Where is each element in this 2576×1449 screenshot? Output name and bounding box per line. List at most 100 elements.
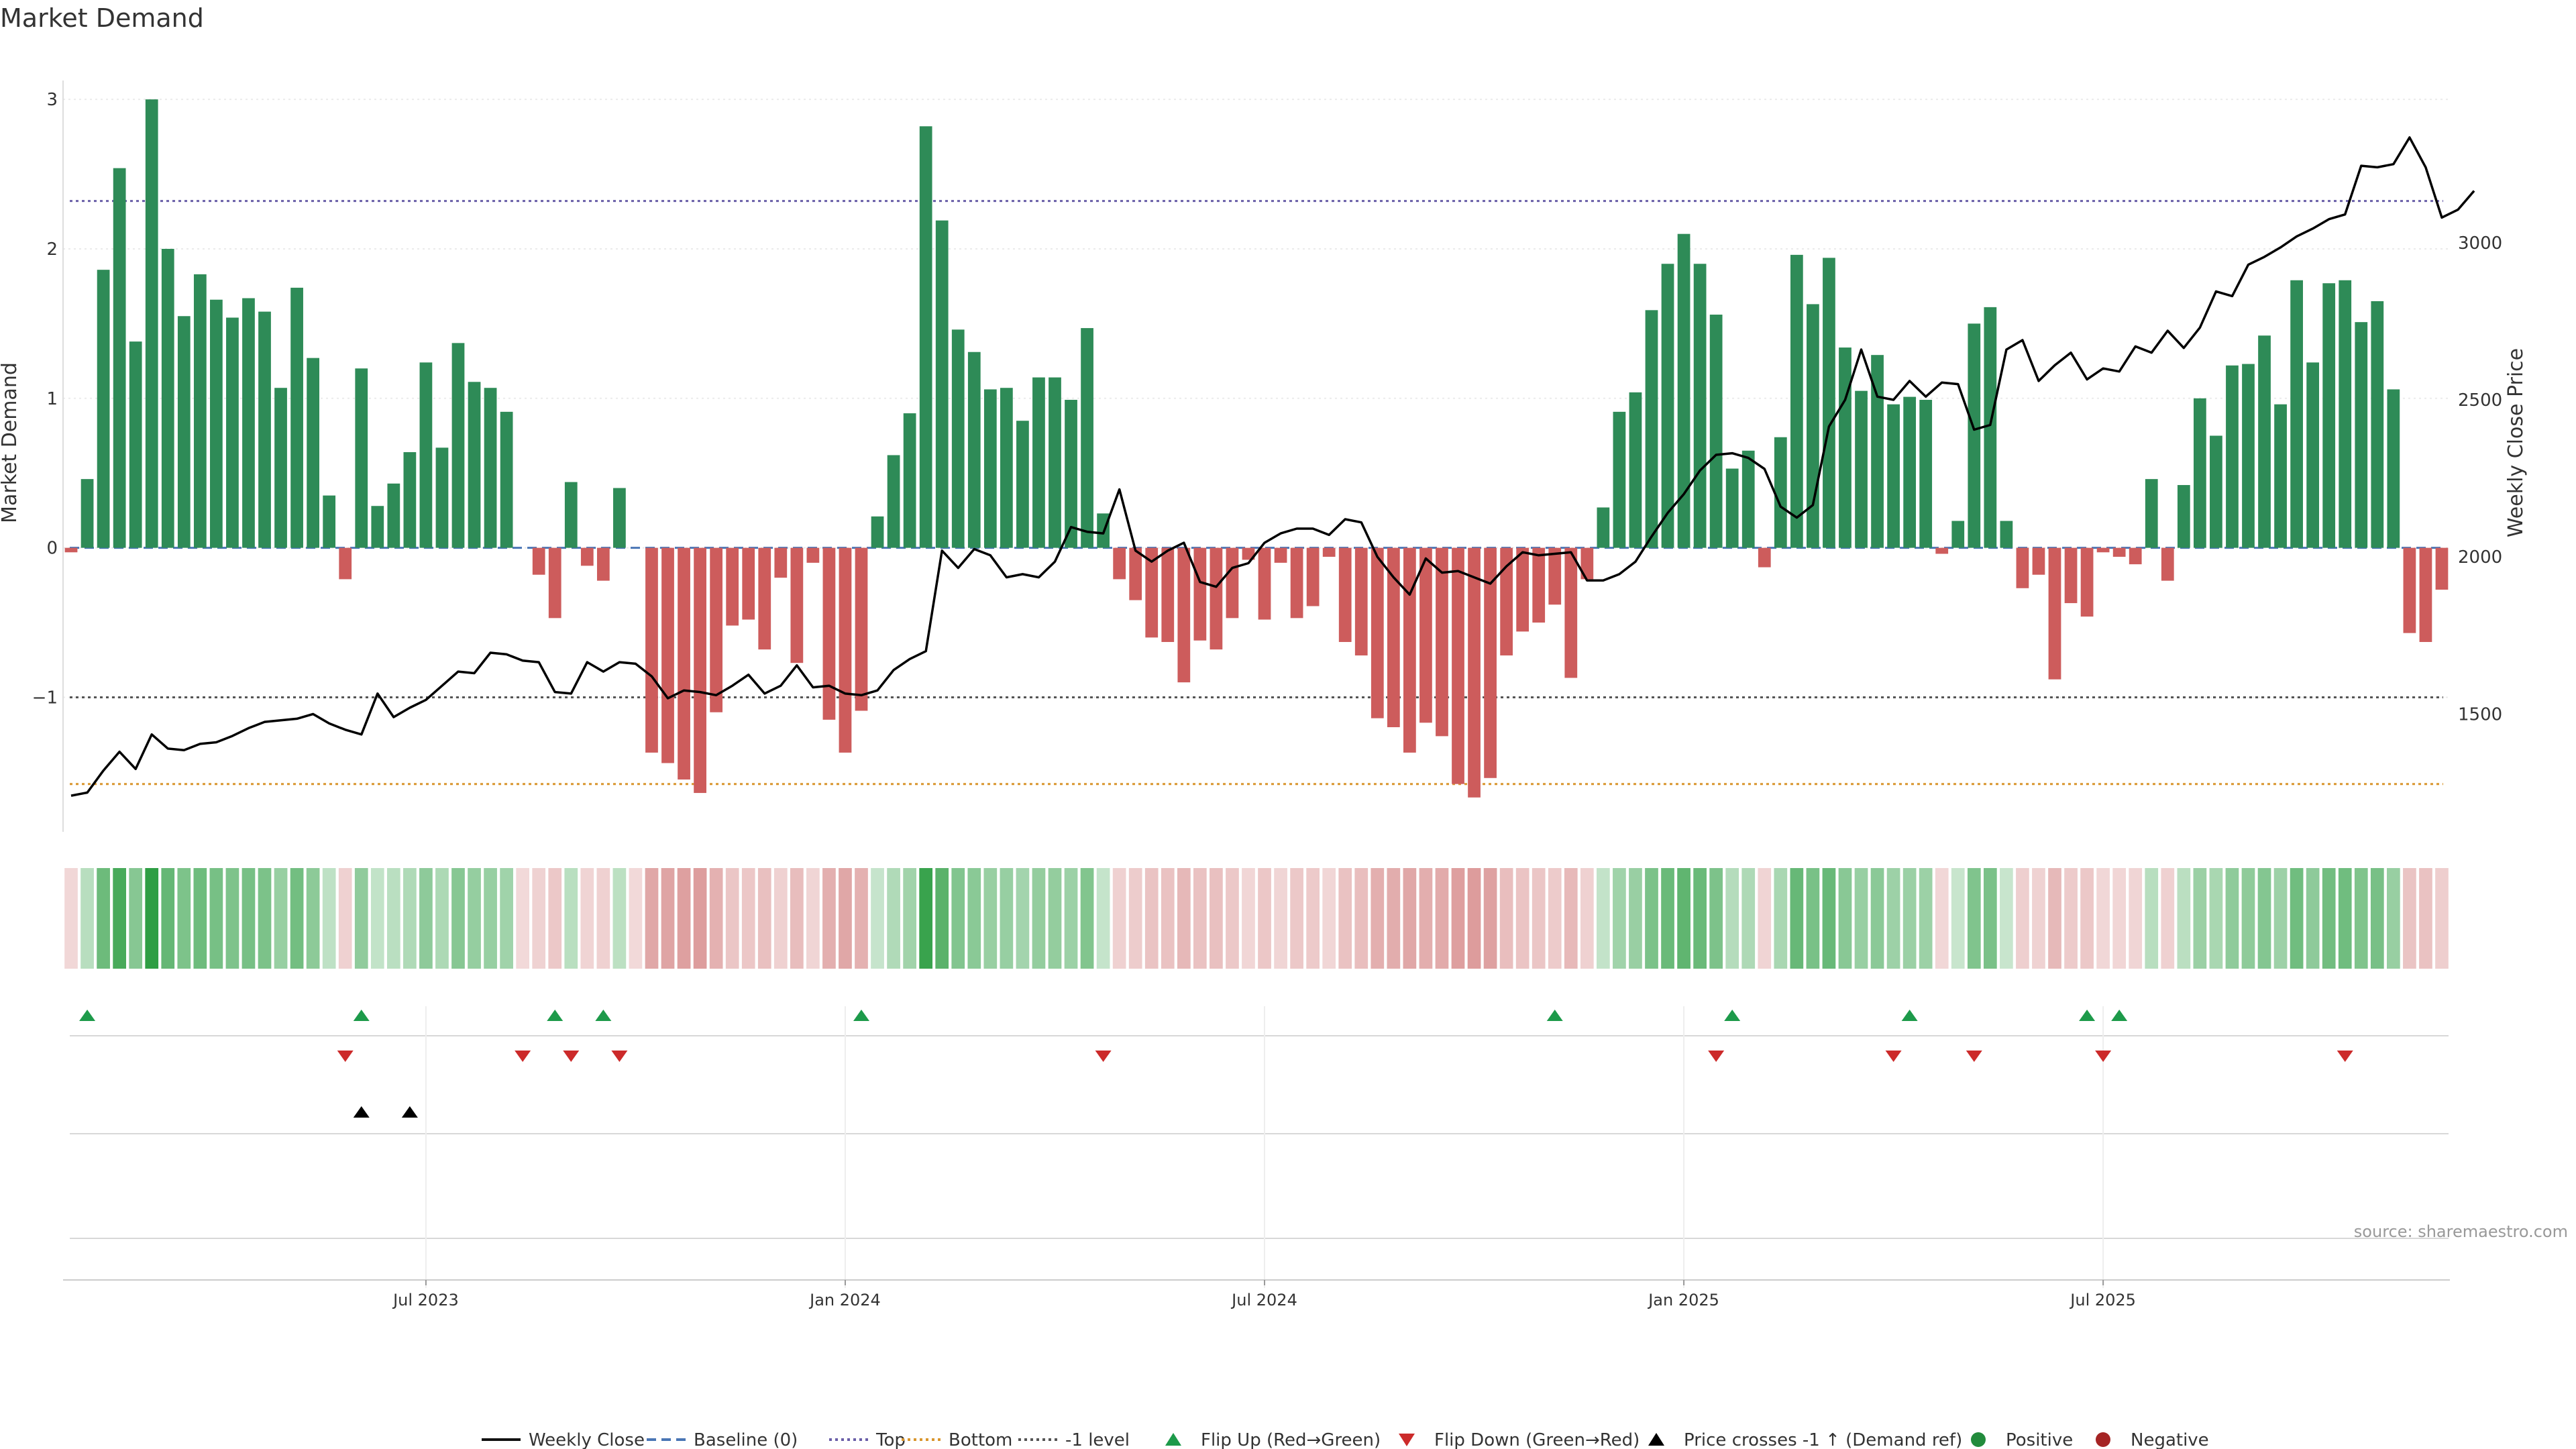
heat-cell xyxy=(871,868,884,969)
demand-bar xyxy=(2242,364,2255,548)
flip-down-marker xyxy=(2095,1051,2112,1062)
heat-cell xyxy=(2338,868,2352,969)
flip-up-marker xyxy=(2111,1010,2128,1021)
demand-bar xyxy=(694,547,706,794)
heat-cell xyxy=(2257,868,2271,969)
legend-label: Positive xyxy=(2006,1430,2073,1449)
demand-bar xyxy=(1613,411,1626,548)
flip-up-marker xyxy=(595,1010,612,1021)
heat-cell xyxy=(97,868,110,969)
heat-cell xyxy=(129,868,143,969)
heat-cell xyxy=(1258,868,1271,969)
heat-cell xyxy=(2145,868,2159,969)
flip-up-marker xyxy=(853,1010,870,1021)
heat-cell xyxy=(887,868,900,969)
demand-bar xyxy=(1354,547,1368,656)
demand-bar xyxy=(2274,404,2287,548)
flip-down-marker xyxy=(515,1051,531,1062)
demand-bar xyxy=(1000,388,1013,548)
heat-cell xyxy=(2273,868,2288,969)
heat-cell xyxy=(370,868,384,969)
demand-bar xyxy=(710,547,723,712)
demand-bar xyxy=(2096,547,2110,553)
heat-cell xyxy=(1306,868,1320,969)
heat-cell xyxy=(80,868,94,969)
demand-bar xyxy=(113,168,126,548)
demand-bar xyxy=(129,341,142,548)
demand-bar xyxy=(806,547,820,563)
legend-swatch xyxy=(1399,1434,1415,1446)
flip-down-marker xyxy=(563,1051,580,1062)
heat-cell xyxy=(903,868,916,969)
demand-bar xyxy=(2306,362,2320,548)
heat-cell xyxy=(1597,868,1610,969)
heat-cell xyxy=(2177,868,2191,969)
demand-bar xyxy=(1016,421,1029,548)
heat-cell xyxy=(1112,868,1126,969)
demand-bar xyxy=(1871,355,1884,548)
demand-bar xyxy=(1081,328,1093,548)
demand-bar xyxy=(1210,547,1223,650)
demand-bar xyxy=(1177,547,1191,683)
heat-cell xyxy=(161,868,175,969)
heat-cell xyxy=(967,868,981,969)
heat-cell xyxy=(500,868,513,969)
demand-bar xyxy=(2339,280,2352,548)
demand-bar xyxy=(1758,547,1771,568)
heat-cell xyxy=(145,868,159,969)
demand-bar xyxy=(726,547,739,626)
y2-tick-label: 1500 xyxy=(2458,704,2502,724)
heat-cell xyxy=(1032,868,1046,969)
y-axis-label: Market Demand xyxy=(0,362,21,523)
flip-down-marker xyxy=(1885,1051,1902,1062)
demand-bar xyxy=(661,547,674,763)
demand-bar xyxy=(1903,396,1917,548)
demand-bar xyxy=(1419,547,1432,723)
flip-up-marker xyxy=(1546,1010,1563,1021)
heat-cell xyxy=(1419,868,1433,969)
heat-cell xyxy=(1709,868,1723,969)
demand-bar xyxy=(2048,547,2061,680)
heat-cell xyxy=(1693,868,1707,969)
demand-bar xyxy=(403,452,417,548)
legend-item: -1 level xyxy=(1018,1430,1130,1449)
demand-bar xyxy=(887,455,900,548)
demand-bar xyxy=(1516,547,1529,632)
legend-label: Negative xyxy=(2131,1430,2209,1449)
heat-cell xyxy=(1774,868,1788,969)
heat-cell xyxy=(548,868,562,969)
demand-bar xyxy=(1306,547,1320,606)
demand-bar xyxy=(1807,304,1819,548)
heat-cell xyxy=(2080,868,2094,969)
x-axis: Jul 2023 Jan 2024 Jul 2024 Jan 2025 Jul 2025 xyxy=(63,1279,2450,1309)
heat-cell xyxy=(741,868,755,969)
heat-cell xyxy=(306,868,320,969)
demand-bar xyxy=(564,482,578,548)
source-label: source: sharemaestro.com xyxy=(2354,1222,2568,1241)
legend-item: Positive xyxy=(1971,1430,2073,1449)
demand-bar xyxy=(484,388,497,548)
heat-cell xyxy=(1096,868,1110,969)
demand-bar xyxy=(822,547,836,720)
demand-bar xyxy=(2129,547,2142,565)
heat-cell xyxy=(1838,868,1852,969)
heat-cell xyxy=(1741,868,1756,969)
heat-cell xyxy=(64,868,78,969)
heat-cell xyxy=(258,868,272,969)
heat-cell xyxy=(435,868,449,969)
heat-cell xyxy=(1725,868,1739,969)
weekly-close-polyline xyxy=(70,136,2475,797)
demand-bar xyxy=(2419,547,2432,643)
demand-bar xyxy=(2080,547,2094,617)
flip-up-marker xyxy=(547,1010,564,1021)
demand-bar xyxy=(871,516,884,548)
demand-bar xyxy=(80,479,94,548)
demand-bar xyxy=(1226,547,1239,619)
demand-bar xyxy=(290,287,303,548)
heat-cell xyxy=(983,868,998,969)
demand-bar xyxy=(580,547,594,566)
demand-bar xyxy=(935,220,949,548)
heat-cell xyxy=(1064,868,1078,969)
heat-cell xyxy=(403,868,417,969)
